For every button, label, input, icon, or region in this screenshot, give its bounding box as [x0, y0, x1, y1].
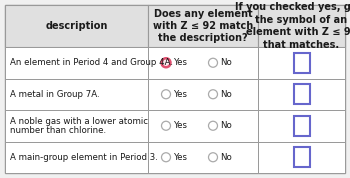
Circle shape [209, 58, 217, 67]
Text: No: No [220, 121, 232, 130]
Text: A metal in Group 7A.: A metal in Group 7A. [10, 90, 100, 99]
FancyBboxPatch shape [148, 5, 258, 47]
FancyBboxPatch shape [5, 110, 148, 142]
FancyBboxPatch shape [294, 84, 309, 104]
Circle shape [161, 90, 170, 99]
Text: No: No [220, 58, 232, 67]
Text: Yes: Yes [174, 58, 188, 67]
Text: A main-group element in Period 3.: A main-group element in Period 3. [10, 153, 158, 162]
FancyBboxPatch shape [5, 142, 148, 173]
Circle shape [209, 90, 217, 99]
FancyBboxPatch shape [148, 47, 258, 78]
FancyBboxPatch shape [258, 142, 345, 173]
Text: Does any element
with Z ≤ 92 match
the description?: Does any element with Z ≤ 92 match the d… [153, 9, 253, 43]
FancyBboxPatch shape [148, 110, 258, 142]
FancyBboxPatch shape [5, 5, 345, 173]
FancyBboxPatch shape [294, 116, 309, 136]
Text: No: No [220, 153, 232, 162]
Text: number than chlorine.: number than chlorine. [10, 126, 106, 135]
Circle shape [209, 153, 217, 162]
FancyBboxPatch shape [258, 5, 345, 47]
FancyBboxPatch shape [258, 47, 345, 78]
FancyBboxPatch shape [294, 147, 309, 167]
FancyBboxPatch shape [148, 78, 258, 110]
FancyBboxPatch shape [5, 47, 148, 78]
Text: No: No [220, 90, 232, 99]
Text: description: description [45, 21, 108, 31]
Circle shape [161, 153, 170, 162]
Text: A noble gas with a lower atomic: A noble gas with a lower atomic [10, 117, 148, 126]
FancyBboxPatch shape [258, 110, 345, 142]
FancyBboxPatch shape [148, 142, 258, 173]
FancyBboxPatch shape [5, 78, 148, 110]
Circle shape [209, 121, 217, 130]
Text: Yes: Yes [174, 153, 188, 162]
FancyBboxPatch shape [294, 53, 309, 73]
Text: If you checked yes, give
the symbol of an
element with Z ≤ 92
that matches.: If you checked yes, give the symbol of a… [235, 2, 350, 50]
Circle shape [161, 121, 170, 130]
Text: Yes: Yes [174, 121, 188, 130]
FancyBboxPatch shape [258, 78, 345, 110]
FancyBboxPatch shape [5, 5, 148, 47]
Text: An element in Period 4 and Group 4A.: An element in Period 4 and Group 4A. [10, 58, 173, 67]
Circle shape [161, 58, 170, 67]
Text: Yes: Yes [174, 90, 188, 99]
